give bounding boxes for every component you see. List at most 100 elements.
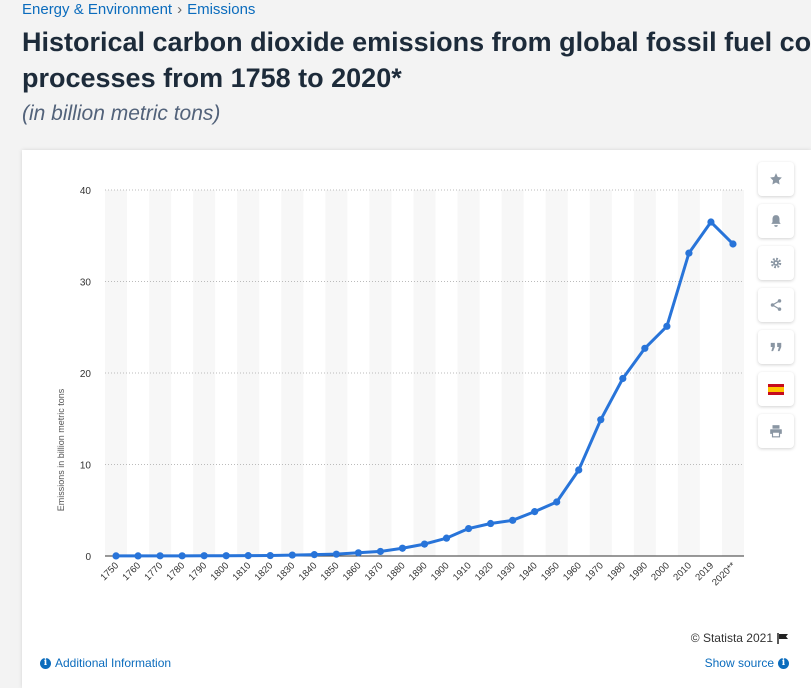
data-point bbox=[134, 552, 142, 560]
share-button[interactable] bbox=[758, 288, 794, 322]
x-tick-label: 1860 bbox=[341, 560, 364, 583]
data-point bbox=[597, 416, 605, 424]
data-point bbox=[288, 551, 296, 559]
breadcrumb: Energy & Environment › Emissions bbox=[22, 1, 255, 18]
gear-icon bbox=[770, 257, 782, 269]
background-band bbox=[633, 190, 656, 556]
background-band bbox=[545, 190, 568, 556]
y-tick-label: 10 bbox=[80, 461, 92, 472]
data-point bbox=[487, 519, 495, 528]
data-point bbox=[729, 240, 737, 248]
x-tick-label: 1900 bbox=[429, 560, 452, 583]
favorite-button[interactable] bbox=[758, 162, 794, 196]
chart-toolbar bbox=[758, 162, 794, 456]
additional-information-link[interactable]: i Additional Information bbox=[40, 656, 171, 670]
data-point bbox=[641, 344, 649, 352]
background-band bbox=[237, 190, 260, 556]
data-point bbox=[420, 540, 429, 548]
quote-icon bbox=[770, 342, 782, 352]
page-title-line-2: processes from 1758 to 2020* bbox=[22, 63, 402, 93]
background-band bbox=[677, 190, 700, 556]
data-point bbox=[398, 544, 407, 552]
y-tick-label: 30 bbox=[80, 278, 92, 289]
language-button[interactable] bbox=[758, 372, 794, 406]
settings-button[interactable] bbox=[758, 246, 794, 280]
page-title-line-1: Historical carbon dioxide emissions from… bbox=[22, 27, 811, 57]
breadcrumb-topic-link[interactable]: Emissions bbox=[187, 1, 256, 18]
copyright-text: © Statista 2021 bbox=[690, 631, 773, 645]
data-point bbox=[531, 508, 539, 516]
notification-button[interactable] bbox=[758, 204, 794, 238]
x-tick-label: 2000 bbox=[649, 560, 672, 583]
x-tick-label: 1960 bbox=[561, 560, 584, 583]
x-tick-label: 1790 bbox=[187, 560, 210, 583]
bell-icon bbox=[771, 215, 781, 227]
copyright: © Statista 2021 bbox=[691, 631, 789, 645]
data-point bbox=[464, 524, 473, 533]
background-band bbox=[369, 190, 392, 556]
info-icon: i bbox=[40, 657, 51, 669]
print-icon bbox=[770, 425, 782, 438]
data-point bbox=[156, 552, 164, 560]
x-tick-label: 1820 bbox=[253, 560, 276, 583]
data-point bbox=[619, 374, 627, 383]
x-tick-label: 1970 bbox=[583, 560, 606, 583]
breadcrumb-category-link[interactable]: Energy & Environment bbox=[22, 1, 173, 18]
chart-card: 0 10 20 30 40 1750 1760 1770 1780 1790 1800 1810 18… bbox=[22, 150, 811, 688]
y-tick-label: 20 bbox=[80, 369, 92, 380]
x-tick-label: 1850 bbox=[319, 560, 342, 583]
data-point bbox=[685, 249, 693, 257]
data-point bbox=[244, 552, 252, 560]
data-point bbox=[442, 534, 451, 542]
x-tick-label: 1930 bbox=[495, 560, 518, 583]
data-point bbox=[112, 552, 120, 560]
additional-information-label: Additional Information bbox=[55, 656, 172, 670]
data-point bbox=[354, 549, 362, 557]
background-band bbox=[149, 190, 172, 556]
background-band bbox=[413, 190, 436, 556]
flag-icon bbox=[777, 632, 788, 644]
x-tick-label: 1890 bbox=[407, 560, 430, 583]
line-chart: 0 10 20 30 40 1750 1760 1770 1780 1790 1800 1810 18… bbox=[56, 186, 744, 588]
y-tick-label: 0 bbox=[85, 552, 91, 563]
spain-flag-icon bbox=[768, 383, 784, 395]
data-point bbox=[178, 552, 186, 560]
show-source-link[interactable]: Show source i bbox=[705, 656, 789, 670]
x-tick-label: 1830 bbox=[275, 560, 298, 583]
y-axis-tick-labels: 0 10 20 30 40 bbox=[80, 186, 92, 563]
chart-series bbox=[112, 218, 737, 560]
x-tick-label: 1910 bbox=[451, 560, 474, 583]
cite-button[interactable] bbox=[758, 330, 794, 364]
x-tick-label: 1750 bbox=[98, 560, 121, 583]
background-band bbox=[105, 190, 128, 556]
x-tick-label: 2020** bbox=[710, 560, 738, 588]
x-tick-label: 1810 bbox=[231, 560, 254, 583]
x-tick-label: 1840 bbox=[297, 560, 320, 583]
x-tick-label: 2010 bbox=[671, 560, 694, 583]
x-tick-label: 1940 bbox=[517, 560, 540, 583]
x-tick-label: 1950 bbox=[539, 560, 562, 583]
x-tick-label: 1870 bbox=[363, 560, 386, 583]
x-axis-tick-labels: 1750 1760 1770 1780 1790 1800 1810 1820 1830 1840… bbox=[98, 560, 738, 588]
x-tick-label: 1800 bbox=[209, 560, 232, 583]
data-point bbox=[553, 498, 561, 506]
data-point bbox=[222, 552, 230, 560]
breadcrumb-separator: › bbox=[177, 1, 183, 18]
star-icon bbox=[770, 173, 782, 185]
print-button[interactable] bbox=[758, 414, 794, 448]
data-point bbox=[310, 551, 318, 559]
page-subtitle: (in billion metric tons) bbox=[22, 102, 221, 125]
x-tick-label: 1920 bbox=[473, 560, 496, 583]
x-tick-label: 1770 bbox=[142, 560, 165, 583]
data-point bbox=[266, 551, 274, 560]
x-tick-label: 1980 bbox=[605, 560, 628, 583]
show-source-label: Show source bbox=[704, 656, 774, 670]
info-icon: i bbox=[778, 657, 789, 669]
y-axis-label: Emissions in billion metric tons bbox=[56, 388, 66, 511]
x-tick-label: 1880 bbox=[385, 560, 408, 583]
x-tick-label: 1760 bbox=[120, 560, 143, 583]
data-point bbox=[200, 552, 208, 560]
x-tick-label: 1990 bbox=[627, 560, 650, 583]
y-tick-label: 40 bbox=[80, 186, 92, 197]
data-point bbox=[707, 218, 715, 226]
